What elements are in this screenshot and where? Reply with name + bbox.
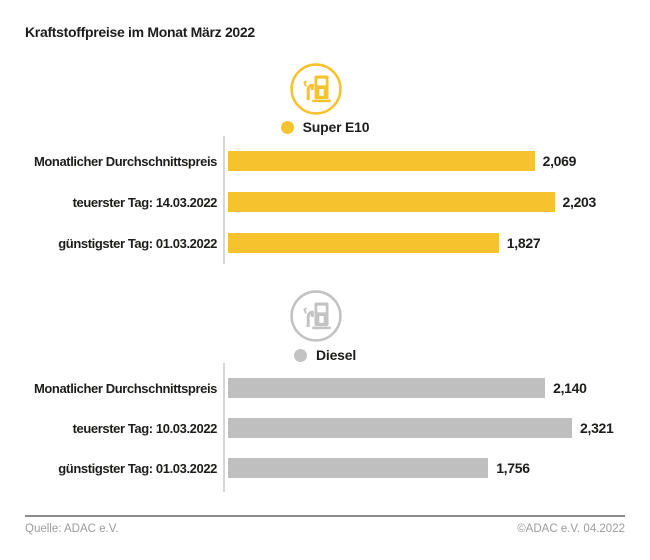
copyright-credit: ©ADAC e.V. 04.2022 bbox=[517, 523, 625, 535]
bar-value: 2,140 bbox=[553, 380, 587, 396]
bar-group-diesel: Monatlicher Durchschnittspreis 2,140 teu… bbox=[0, 378, 640, 498]
footer-divider bbox=[25, 515, 625, 517]
bar-row: günstigster Tag: 01.03.2022 1,756 bbox=[0, 458, 640, 478]
fuel-pump-icon bbox=[290, 290, 342, 342]
bar-label: teuerster Tag: 10.03.2022 bbox=[72, 420, 218, 436]
source-credit: Quelle: ADAC e.V. bbox=[25, 523, 119, 535]
legend-label: Super E10 bbox=[302, 119, 370, 135]
bar-label: günstigster Tag: 01.03.2022 bbox=[58, 460, 217, 476]
bar-row: teuerster Tag: 14.03.2022 2,203 bbox=[0, 192, 640, 212]
bar-super-max bbox=[228, 192, 555, 212]
bar-value: 2,069 bbox=[542, 153, 577, 169]
legend-dot-icon bbox=[293, 348, 307, 362]
bar-group-super-e10: Monatlicher Durchschnittspreis 2,069 teu… bbox=[0, 151, 640, 274]
fuel-pump-icon bbox=[290, 63, 342, 115]
bar-row: teuerster Tag: 10.03.2022 2,321 bbox=[0, 418, 640, 438]
bar-diesel-avg bbox=[228, 378, 546, 398]
bar-diesel-max bbox=[228, 418, 572, 438]
page-title: Kraftstoffpreise im Monat März 2022 bbox=[25, 24, 255, 40]
bar-value: 1,756 bbox=[496, 460, 530, 476]
bar-super-min bbox=[228, 233, 499, 253]
bar-label: Monatlicher Durchschnittspreis bbox=[33, 153, 217, 169]
legend-super-e10: Super E10 bbox=[0, 119, 650, 135]
bar-row: günstigster Tag: 01.03.2022 1,827 bbox=[0, 233, 640, 253]
bar-row: Monatlicher Durchschnittspreis 2,069 bbox=[0, 151, 640, 171]
bar-value: 2,321 bbox=[580, 420, 614, 436]
legend-label: Diesel bbox=[315, 347, 357, 363]
legend-diesel: Diesel bbox=[0, 347, 650, 363]
bar-super-avg bbox=[228, 151, 535, 171]
bar-diesel-min bbox=[228, 458, 489, 478]
bar-label: Monatlicher Durchschnittspreis bbox=[33, 380, 217, 396]
legend-dot-icon bbox=[280, 120, 294, 134]
bar-value: 1,827 bbox=[506, 235, 541, 251]
bar-value: 2,203 bbox=[562, 194, 597, 210]
bar-row: Monatlicher Durchschnittspreis 2,140 bbox=[0, 378, 640, 398]
axis-line bbox=[223, 363, 225, 492]
bar-label: günstigster Tag: 01.03.2022 bbox=[58, 235, 217, 251]
axis-line bbox=[223, 136, 225, 264]
bar-label: teuerster Tag: 14.03.2022 bbox=[72, 194, 218, 210]
